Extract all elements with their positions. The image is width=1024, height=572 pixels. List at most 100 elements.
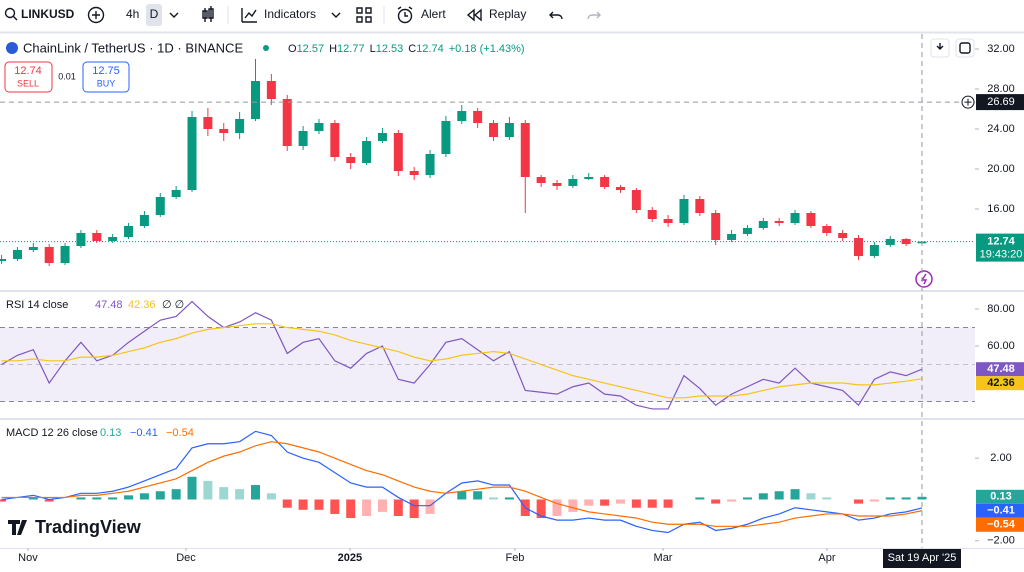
spread: 0.01 [58,71,76,81]
last-price-label: 12.74 [987,236,1015,248]
histogram-bar [346,499,356,519]
search-icon[interactable] [4,7,16,19]
candle-body [711,213,721,240]
indicators-button[interactable]: Indicators [264,7,316,21]
interval[interactable]: D [150,7,159,21]
candle-body [869,245,879,256]
compare-plus [92,11,100,19]
macd-title: MACD 12 26 close [6,427,98,439]
ohlc-legend: O12.57 H12.77 L12.53 C12.74 +0.18 (+1.43%) [288,43,525,55]
sell-label: SELL [17,78,39,88]
candle-body [457,111,467,121]
maximize-button[interactable] [955,38,975,58]
histogram-bar [600,499,610,506]
watermark-logo [8,520,27,535]
candle-body [171,190,181,197]
flash-icon[interactable] [915,270,933,288]
sell-button[interactable] [4,61,53,93]
y-tick-label: 20.00 [987,163,1015,175]
candle-body [425,154,435,175]
histogram-bar [869,499,879,502]
histogram-bar [790,489,800,500]
histogram-bar [0,499,7,502]
interval[interactable]: 4h [126,7,139,21]
replay-button[interactable]: Replay [489,7,526,21]
histogram-bar [568,499,578,512]
histogram-bar [235,489,245,500]
histogram-bar [409,499,419,519]
rsi-extra: ∅ ∅ [162,299,184,311]
candle-body [489,123,499,137]
legend-value: −0.41 [130,427,158,439]
candle-body [28,247,38,250]
value-badge [976,517,1024,532]
indicators-dropdown[interactable] [331,12,341,18]
value-badge [976,362,1024,377]
chart-type-icon[interactable] [202,6,214,22]
candle-body [60,246,70,263]
indicators-icon [241,8,257,23]
buy-label: BUY [97,78,116,88]
interval-dropdown[interactable] [169,12,179,18]
candle-body [854,238,864,256]
y-tick-label: 16.00 [987,203,1015,215]
candle-body [219,129,229,133]
histogram-bar [377,499,387,512]
legend-value: 42.36 [128,299,156,311]
histogram-bar [901,497,911,500]
crosshair-date-bg [882,549,961,568]
histogram-bar [330,499,340,514]
histogram-bar [504,497,514,500]
buy-button[interactable] [82,61,130,93]
compare-button[interactable] [87,6,105,24]
histogram-bar [314,499,324,510]
market-status [263,45,269,51]
alert-icon-hands [397,6,413,17]
candle-body [250,81,260,119]
candle-body [679,199,689,223]
layouts-icon[interactable] [356,7,372,23]
crosshair-date: Sat 19 Apr '25 [888,552,957,564]
buy-price: 12.75 [92,65,120,77]
indicator-line [1,441,923,527]
candle-body [377,133,387,141]
candle-body [806,213,816,226]
histogram-bar [219,487,229,500]
candle-body [520,123,530,177]
symbol[interactable]: LINKUSD [21,7,75,21]
x-tick-label: Feb [505,552,524,564]
undo-button[interactable] [549,11,563,20]
value-badge-label: 0.13 [990,491,1011,503]
candle-body [727,234,737,240]
alert-button[interactable]: Alert [421,7,446,21]
histogram-bar [187,476,197,500]
interval-active-bg [146,4,162,26]
value-badge [976,376,1024,391]
histogram-bar [615,499,625,504]
candle-body [838,233,848,238]
replay-icon [466,8,482,22]
candle-body [473,111,483,123]
ohlc-value: 12.77 [337,43,365,55]
histogram-bar [854,499,864,504]
ohlc-letter: H [329,43,337,55]
candle-body [663,219,673,223]
redo-button[interactable] [587,11,601,20]
candle-body [631,190,641,210]
y-tick-label: −2.00 [987,535,1015,547]
candle-body [790,213,800,223]
histogram-bar [76,497,86,500]
crosshair-label: 26.69 [987,96,1015,108]
histogram-bar [124,495,134,500]
countdown: 19:43:20 [980,249,1023,261]
symbol-title: ChainLink / TetherUS · 1D · BINANCE [23,40,243,55]
value-badge [976,503,1024,518]
candle-body [774,221,784,223]
candle-body [346,157,356,163]
symbol-logo [6,42,18,54]
candle-body [12,250,22,259]
candle-body [266,81,276,99]
candle-body [314,123,324,131]
candle-body [552,183,562,186]
sell-price: 12.74 [14,65,42,77]
